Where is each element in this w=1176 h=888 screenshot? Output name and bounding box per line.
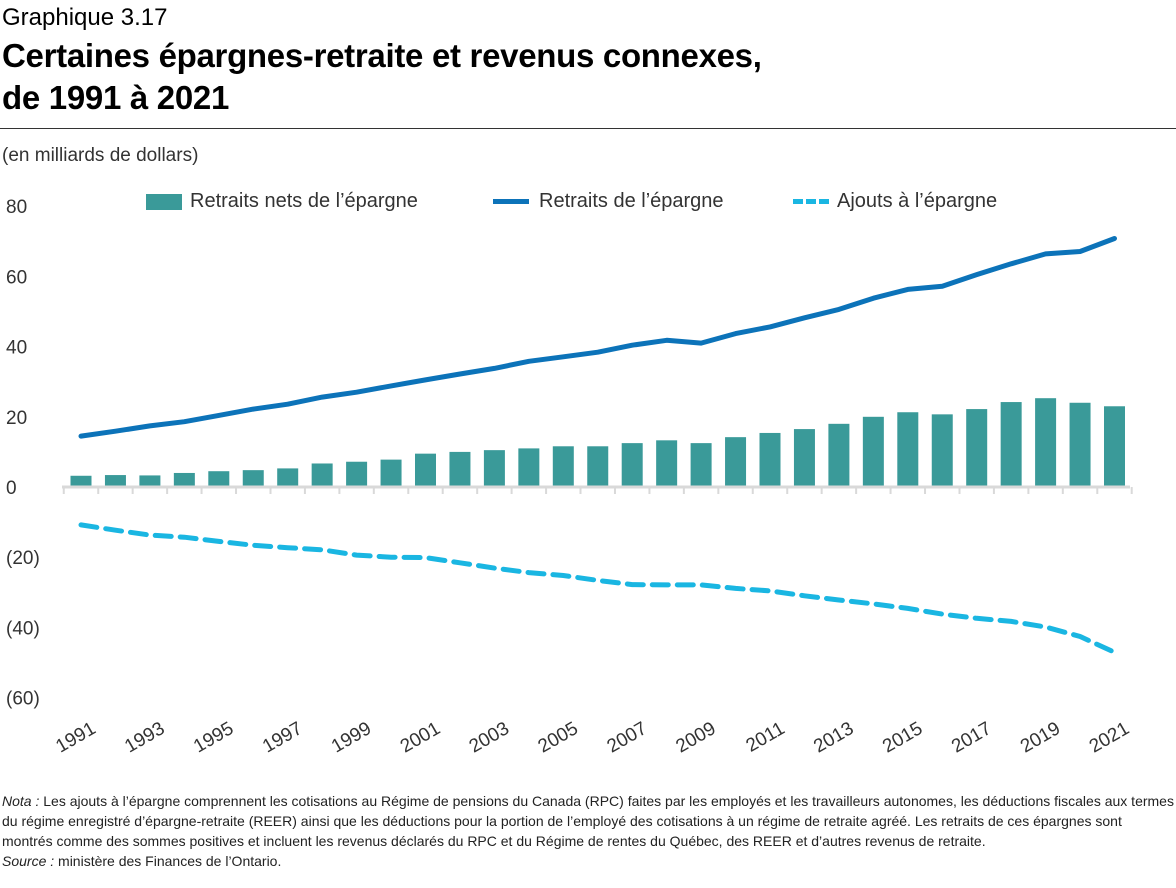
legend-item-dashed: Ajouts à l’épargne	[793, 190, 997, 213]
bar	[173, 472, 195, 487]
bar	[518, 448, 540, 487]
bar	[690, 443, 712, 487]
x-tick-label: 1993	[121, 718, 168, 757]
y-tick-label: (40)	[6, 618, 40, 639]
x-tick-label: 1991	[52, 718, 99, 757]
bar	[725, 437, 747, 487]
units-label: (en milliards de dollars)	[2, 145, 199, 166]
nota-label: Nota :	[2, 793, 40, 809]
legend-label-line: Retraits de l’épargne	[539, 190, 724, 212]
y-axis-ticks: 80 60 40 20 0 (20) (40) (60)	[6, 197, 40, 709]
x-tick-label: 1997	[259, 718, 306, 757]
x-tick-label: 1995	[190, 718, 237, 757]
nota-text: Les ajouts à l’épargne comprennent les c…	[2, 793, 1174, 849]
footnotes: Nota : Les ajouts à l’épargne comprennen…	[2, 791, 1174, 871]
bar	[759, 432, 781, 487]
bar	[346, 461, 368, 487]
y-tick-label: 40	[6, 338, 27, 359]
x-tick-label: 2007	[604, 718, 651, 757]
bar	[1069, 402, 1091, 487]
legend-label-bars: Retraits nets de l’épargne	[190, 190, 418, 212]
x-tick-label: 2009	[672, 718, 719, 757]
y-tick-label: 80	[6, 197, 27, 218]
source-paragraph: Source : ministère des Finances de l’Ont…	[2, 851, 1174, 871]
y-tick-label: 60	[6, 267, 27, 288]
y-tick-label: (60)	[6, 689, 40, 710]
bar	[242, 470, 264, 487]
bar	[793, 429, 815, 487]
bar	[1000, 402, 1022, 487]
x-tick-label: 2005	[535, 718, 582, 757]
bar-series	[70, 398, 1125, 487]
x-tick-label: 2017	[948, 718, 995, 757]
bar	[966, 409, 988, 487]
bar	[931, 414, 953, 487]
title-line-2: de 1991 à 2021	[2, 79, 229, 116]
bar	[311, 463, 333, 487]
legend-item-bars: Retraits nets de l’épargne	[146, 190, 418, 213]
bar	[552, 446, 574, 487]
title-divider	[0, 128, 1176, 129]
bar	[449, 451, 471, 487]
chart-label: Graphique 3.17	[2, 4, 168, 31]
bar	[1035, 398, 1057, 487]
source-text: ministère des Finances de l’Ontario.	[54, 853, 282, 869]
x-tick-label: 2013	[810, 718, 857, 757]
legend-item-line: Retraits de l’épargne	[493, 190, 724, 213]
legend-swatch-line	[493, 199, 529, 204]
bar	[139, 475, 161, 487]
legend: Retraits nets de l’épargne Retraits de l…	[0, 190, 1176, 216]
y-tick-label: (20)	[6, 548, 40, 569]
bar	[828, 423, 850, 487]
x-tick-label: 2001	[397, 718, 444, 757]
x-tick-label: 2021	[1086, 718, 1133, 757]
bar	[621, 443, 643, 487]
x-tick-label: 1999	[328, 718, 375, 757]
x-tick-label: 2003	[466, 718, 513, 757]
y-tick-label: 0	[6, 478, 17, 499]
legend-label-dashed: Ajouts à l’épargne	[837, 190, 998, 212]
title-line-1: Certaines épargnes-retraite et revenus c…	[2, 37, 762, 74]
line-series-ajouts	[78, 522, 1117, 655]
bar	[862, 416, 884, 487]
bar	[656, 440, 678, 487]
x-tick-label: 2011	[743, 718, 789, 757]
bar	[380, 459, 402, 487]
source-label: Source :	[2, 853, 55, 869]
bar	[587, 446, 609, 487]
y-tick-label: 20	[6, 408, 27, 429]
x-axis-labels: 1991 1993 1995 1997 1999 2001 2003 2005 2007 2009…	[52, 718, 1133, 757]
x-axis-ticks	[62, 487, 1133, 494]
line-series-retraits	[78, 236, 1117, 439]
x-tick-label: 2015	[879, 718, 926, 757]
bar	[897, 412, 919, 487]
bar	[277, 468, 299, 487]
legend-swatch-dashed	[793, 199, 829, 204]
nota-paragraph: Nota : Les ajouts à l’épargne comprennen…	[2, 791, 1174, 851]
bar	[104, 475, 126, 487]
bar	[483, 450, 505, 487]
chart-title: Certaines épargnes-retraite et revenus c…	[2, 35, 1102, 119]
legend-swatch-bars	[146, 193, 182, 210]
bar	[1104, 406, 1125, 487]
bar	[208, 471, 230, 487]
bar	[70, 475, 92, 487]
bar	[415, 453, 436, 487]
x-tick-label: 2019	[1017, 718, 1064, 757]
